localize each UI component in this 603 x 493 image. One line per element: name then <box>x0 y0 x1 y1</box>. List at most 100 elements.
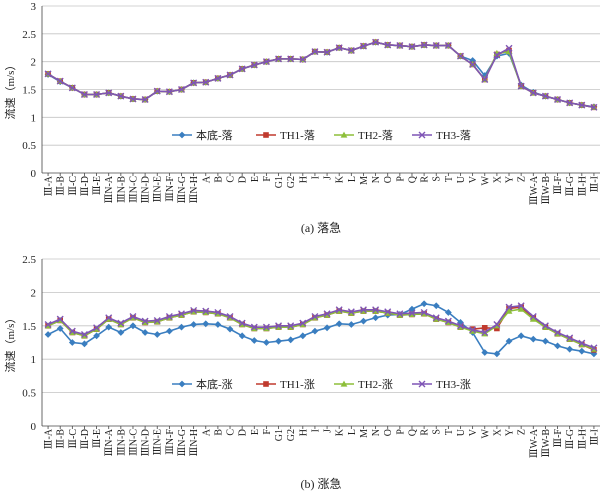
data-point <box>68 339 76 346</box>
data-point <box>311 312 319 320</box>
x-tick-label: R <box>420 176 431 183</box>
data-point <box>359 306 367 314</box>
data-point <box>493 350 501 358</box>
data-point <box>554 96 562 104</box>
x-tick-label: B <box>213 176 224 183</box>
x-tick-label: N <box>371 429 382 436</box>
x-tick-label: U <box>456 428 467 436</box>
x-tick-label: J <box>323 176 334 180</box>
data-point <box>384 41 392 49</box>
x-tick-label: W <box>480 428 491 438</box>
y-tick-label: 2 <box>31 57 37 69</box>
data-point <box>517 82 525 90</box>
x-tick-label: I <box>310 176 321 179</box>
x-tick-label: K <box>335 175 346 183</box>
x-tick-label: Ⅲ-E <box>92 176 103 195</box>
data-point <box>238 332 246 340</box>
data-point <box>56 77 64 85</box>
data-point <box>165 312 173 320</box>
x-tick-label: Y <box>505 429 516 436</box>
data-point <box>80 91 88 99</box>
legend-label: 本底-落 <box>196 128 233 142</box>
legend-label: TH2-涨 <box>358 378 393 391</box>
y-tick-label: 0 <box>31 421 37 433</box>
legend-swatch-marker <box>178 380 186 388</box>
data-point <box>105 89 113 97</box>
data-point <box>214 308 222 316</box>
data-point <box>129 95 137 103</box>
data-point <box>335 44 343 52</box>
y-tick-label: 0 <box>31 168 37 180</box>
y-tick-label: 1.5 <box>22 85 36 97</box>
x-tick-label: ⅢN-H <box>189 176 200 203</box>
series-line <box>47 41 595 109</box>
x-tick-label: Ⅲ-A <box>44 428 55 449</box>
x-tick-label: P <box>395 429 406 435</box>
x-tick-label: ⅢN-D <box>141 176 152 203</box>
x-tick-label: Ⅲ-H <box>577 176 588 196</box>
data-point <box>238 319 246 327</box>
x-tick-label: ⅢN-F <box>165 429 176 455</box>
x-tick-label: L <box>347 429 358 435</box>
data-point <box>323 310 331 318</box>
data-point <box>141 329 149 336</box>
data-point <box>505 44 513 52</box>
x-tick-label: ⅢW-A <box>529 175 540 205</box>
x-tick-label: Ⅲ-F <box>553 429 564 448</box>
x-tick-label: X <box>492 175 503 183</box>
x-tick-label: C <box>226 429 237 436</box>
x-tick-label: Ⅲ-G <box>565 176 576 196</box>
x-tick-label: ⅢW-B <box>541 176 552 205</box>
data-point <box>372 314 379 322</box>
x-tick-label: G1 <box>274 429 285 441</box>
legend-swatch-marker <box>418 380 426 388</box>
data-point <box>420 41 428 49</box>
data-point <box>505 337 513 345</box>
y-tick-label: 3 <box>31 1 37 13</box>
x-tick-label: Ⅲ-H <box>577 429 588 449</box>
data-point <box>578 347 586 355</box>
y-tick-label: 2.5 <box>22 254 36 266</box>
y-tick-label: 2.5 <box>22 29 36 41</box>
chart-panel-bottom: 00.511.522.5流速（m/s）Ⅲ-A Ⅲ-B Ⅲ-C Ⅲ-D Ⅲ-E ⅢN-A ⅢN… <box>3 254 600 491</box>
data-point <box>80 330 88 338</box>
data-point <box>238 65 246 73</box>
x-tick-label: A <box>201 428 212 436</box>
x-tick-label: Z <box>517 429 528 435</box>
x-tick-label: ⅢN-G <box>177 429 188 456</box>
x-tick-label: ⅢN-C <box>128 429 139 456</box>
data-point <box>202 307 210 315</box>
x-tick-label: ⅢW-B <box>541 429 552 458</box>
data-point <box>372 38 380 46</box>
x-tick-label: V <box>468 428 479 436</box>
y-tick-label: 0.5 <box>22 140 36 152</box>
x-tick-label: Ⅲ-D <box>80 429 91 449</box>
legend-label: TH3-落 <box>436 129 471 142</box>
data-point <box>250 61 258 69</box>
data-point <box>262 58 270 66</box>
x-tick-label: ⅢN-A <box>104 175 115 203</box>
y-tick-label: 1.5 <box>22 321 36 333</box>
data-point <box>93 332 100 340</box>
data-point <box>529 315 537 322</box>
x-tick-label: Q <box>407 175 418 183</box>
data-point <box>335 320 343 328</box>
data-point <box>44 320 52 328</box>
data-point <box>275 337 282 345</box>
data-point <box>481 349 489 356</box>
legend-swatch-marker <box>263 381 269 387</box>
data-point <box>153 87 161 95</box>
series-TH1-落 <box>45 39 597 111</box>
data-point <box>347 308 355 316</box>
data-point <box>190 321 198 328</box>
data-point <box>554 328 562 336</box>
legend-swatch-marker <box>340 380 348 387</box>
x-tick-label: V <box>468 175 479 183</box>
data-point <box>505 303 513 311</box>
series-本底-涨 <box>44 300 598 358</box>
data-point <box>517 332 525 340</box>
y-tick-label: 1 <box>31 354 37 366</box>
data-point <box>420 308 428 316</box>
x-tick-label: U <box>456 175 467 183</box>
data-point <box>129 322 137 330</box>
